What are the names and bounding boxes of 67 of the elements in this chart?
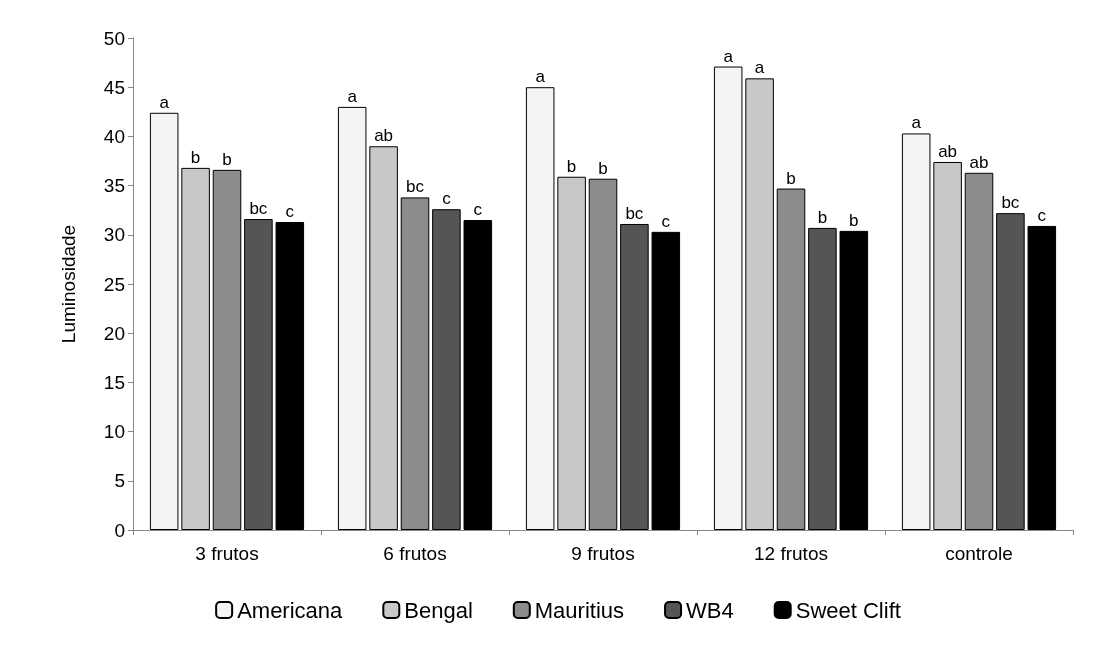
y-tick-label: 50 <box>103 27 125 49</box>
y-axis-title: Luminosidade <box>58 224 79 344</box>
bar <box>149 112 179 530</box>
bar <box>275 222 305 530</box>
data-label: a <box>911 113 922 133</box>
y-tick-label: 40 <box>103 125 125 147</box>
bar <box>557 176 586 530</box>
bar <box>745 78 774 530</box>
legend-label: Americana <box>237 597 344 623</box>
y-tick-label: 10 <box>103 421 125 443</box>
data-label: ab <box>938 141 958 161</box>
data-label: a <box>159 92 170 112</box>
data-label: b <box>786 168 796 188</box>
bar <box>933 161 962 530</box>
bar <box>808 227 837 530</box>
y-tick-label: 5 <box>114 470 125 492</box>
bar <box>181 167 210 530</box>
data-label: ab <box>969 152 989 172</box>
data-label: a <box>347 86 358 106</box>
bar <box>839 230 869 530</box>
x-tick-label: controle <box>945 543 1013 564</box>
legend-label: Mauritius <box>534 597 625 623</box>
data-label: b <box>222 149 232 169</box>
y-tick-label: 20 <box>103 322 125 344</box>
data-label: bc <box>249 199 268 219</box>
y-tick-label: 25 <box>103 273 125 295</box>
data-label: bc <box>406 177 425 197</box>
bar <box>713 66 743 530</box>
data-label: c <box>285 202 295 222</box>
data-label: c <box>1037 205 1047 225</box>
bar <box>369 146 398 530</box>
y-tick-label: 35 <box>103 175 125 197</box>
data-label: a <box>754 58 765 78</box>
legend-label: Bengal <box>404 597 473 623</box>
x-tick-label: 9 frutos <box>571 543 635 564</box>
data-label: a <box>535 67 546 87</box>
y-tick-label: 45 <box>103 76 125 98</box>
data-label: b <box>598 158 608 178</box>
data-label: c <box>661 211 671 231</box>
bar <box>337 106 367 530</box>
bar <box>1027 225 1057 530</box>
bar <box>463 220 493 530</box>
legend-label: WB4 <box>686 597 734 623</box>
x-tick-label: 6 frutos <box>383 543 447 564</box>
legend-label: Sweet Clift <box>795 597 901 623</box>
bar <box>996 213 1025 530</box>
data-label: b <box>849 210 859 230</box>
data-label: bc <box>1001 193 1020 213</box>
y-tick-label: 0 <box>114 519 125 541</box>
bar <box>244 219 273 530</box>
y-tick-label: 30 <box>103 224 125 246</box>
y-tick-label: 15 <box>103 371 125 393</box>
bar <box>432 209 461 530</box>
data-label: b <box>190 147 201 167</box>
bar <box>901 133 931 530</box>
data-label: c <box>473 200 483 220</box>
data-label: b <box>566 156 577 176</box>
data-label: a <box>723 46 734 66</box>
data-label: ab <box>374 126 394 146</box>
x-tick-label: 3 frutos <box>195 543 259 564</box>
x-tick-label: 12 frutos <box>754 543 828 564</box>
data-label: b <box>817 207 828 227</box>
data-label: c <box>442 189 452 209</box>
bar <box>620 223 649 530</box>
bar <box>651 231 681 530</box>
data-label: bc <box>625 203 644 223</box>
bar <box>525 87 555 530</box>
